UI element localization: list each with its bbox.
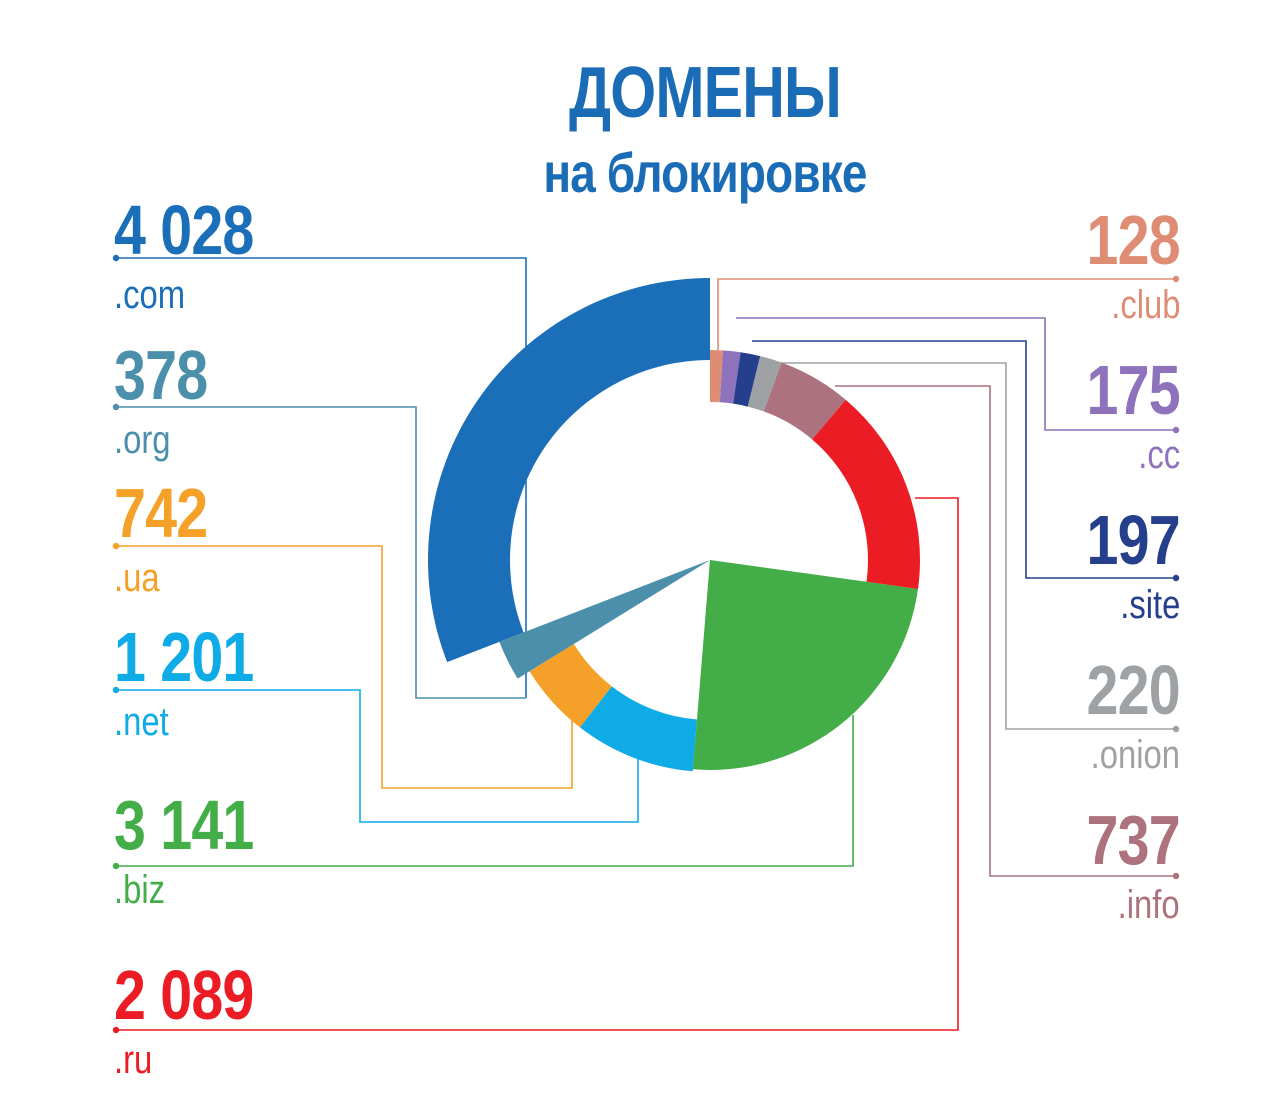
chart-subtitle: на блокировке: [543, 141, 867, 204]
value-label-onion: 220: [1086, 651, 1181, 729]
domain-label-org: .org: [114, 418, 171, 462]
leader-line-ua: [116, 545, 573, 789]
value-label-com: 4 028: [114, 191, 254, 269]
leader-dot-org: [112, 403, 120, 411]
chart-title: ДОМЕНЫ: [568, 53, 842, 133]
domain-label-biz: .biz: [114, 868, 166, 912]
value-label-ua: 742: [114, 474, 208, 552]
value-label-site: 197: [1086, 501, 1181, 579]
value-label-net: 1 201: [114, 618, 254, 696]
leader-line-onion: [768, 362, 1176, 730]
slice-club: [710, 350, 723, 403]
domain-label-cc: .cc: [1138, 433, 1180, 477]
leader-line-biz: [116, 715, 854, 867]
slice-cc: [719, 350, 741, 404]
slice-biz: [692, 560, 918, 770]
leader-dot-cc: [1172, 426, 1180, 434]
leader-dot-site: [1172, 574, 1180, 582]
leader-line-net: [116, 689, 639, 823]
value-label-info: 737: [1086, 801, 1181, 879]
leader-dot-ru: [112, 1026, 120, 1034]
slice-onion: [747, 356, 782, 412]
leader-dot-info: [1172, 872, 1180, 880]
leader-dot-biz: [112, 862, 120, 870]
leader-line-cc: [736, 317, 1176, 431]
domain-label-com: .com: [114, 273, 186, 317]
domain-label-ru: .ru: [114, 1038, 153, 1082]
leader-line-org: [116, 406, 526, 699]
domain-label-net: .net: [114, 700, 169, 744]
slice-info: [763, 362, 846, 440]
leader-line-ru: [116, 497, 959, 1031]
leader-dot-onion: [1172, 725, 1180, 733]
leader-line-com: [116, 257, 527, 698]
slice-ua: [529, 644, 612, 728]
domain-label-ua: .ua: [114, 556, 160, 600]
leader-line-info: [835, 385, 1176, 877]
leader-dot-net: [112, 686, 120, 694]
slice-ru: [812, 399, 920, 589]
slice-net: [579, 686, 697, 772]
leader-line-club: [717, 278, 1176, 350]
domain-label-club: .club: [1110, 283, 1180, 327]
value-label-cc: 175: [1086, 351, 1181, 429]
leader-line-site: [752, 340, 1176, 579]
slice-com: [428, 278, 710, 663]
leader-dot-com: [112, 254, 120, 262]
value-label-org: 378: [114, 336, 208, 414]
leader-dot-ua: [112, 542, 120, 550]
slice-site: [732, 352, 761, 407]
slice-org: [499, 560, 710, 679]
domain-label-site: .site: [1119, 583, 1180, 627]
value-label-ru: 2 089: [114, 956, 254, 1034]
domain-label-info: .info: [1118, 883, 1180, 927]
value-label-biz: 3 141: [114, 786, 254, 864]
value-label-club: 128: [1086, 201, 1181, 279]
domain-label-onion: .onion: [1090, 733, 1180, 777]
leader-dot-club: [1172, 275, 1180, 283]
